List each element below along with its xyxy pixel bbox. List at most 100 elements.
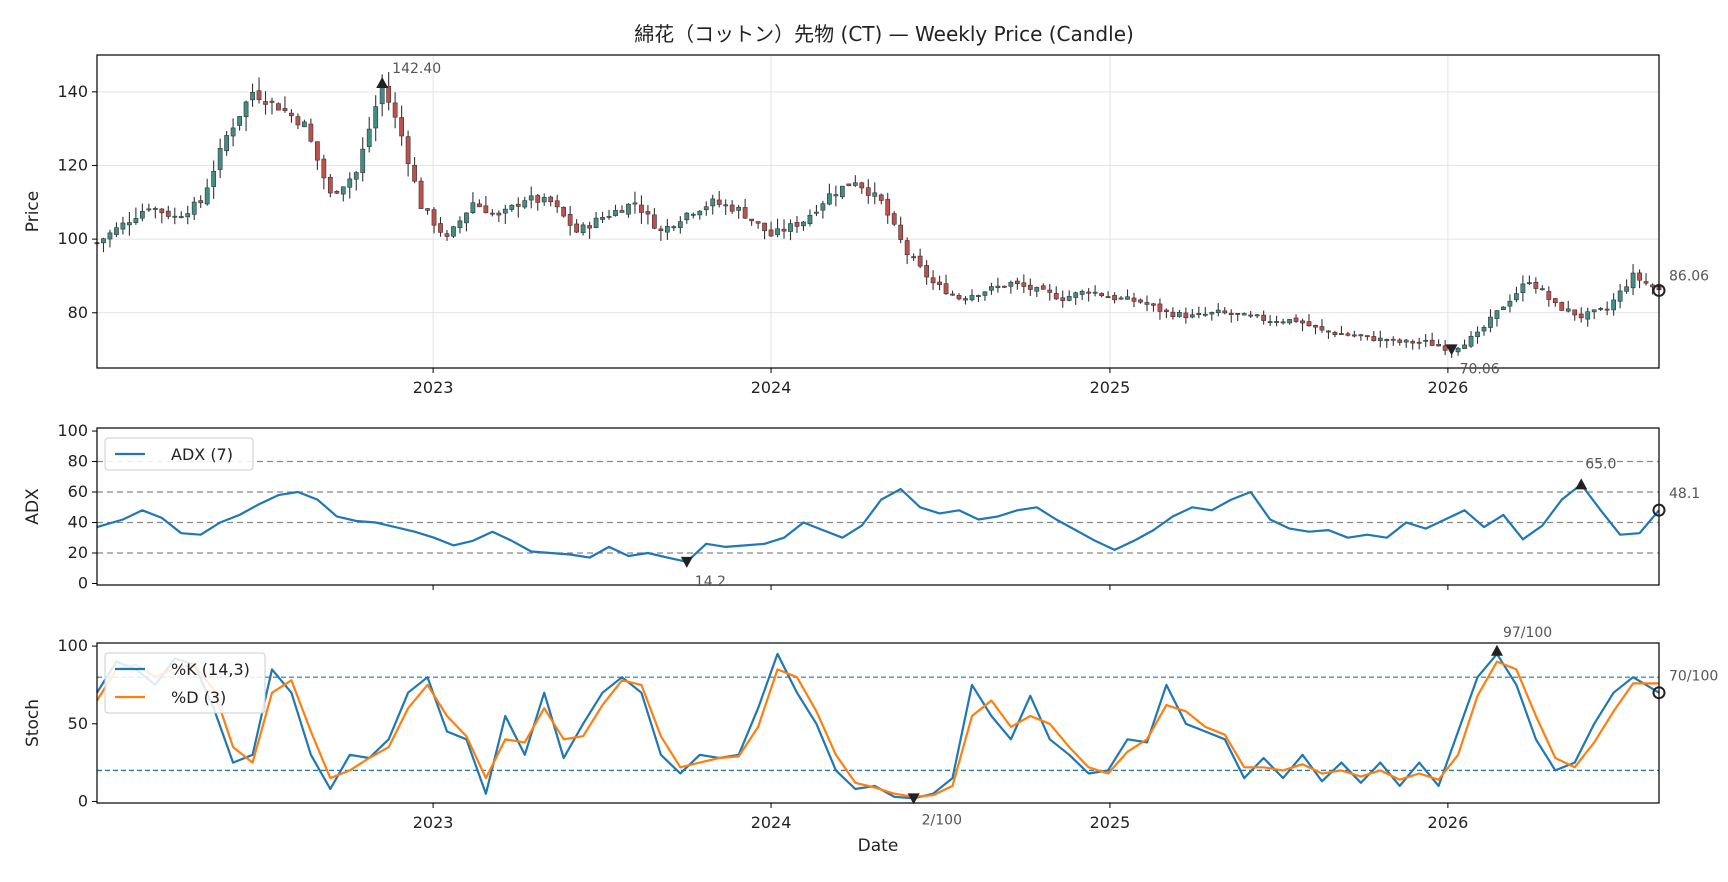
candle-up — [1073, 292, 1079, 298]
candle-up — [1475, 331, 1480, 337]
candle-up — [677, 221, 683, 228]
candle-up — [172, 215, 178, 218]
candle-up — [580, 224, 586, 234]
candle-down — [956, 295, 962, 300]
candle-down — [198, 200, 204, 204]
candle-up — [1125, 296, 1130, 300]
candle-up — [457, 220, 463, 229]
candle-down — [859, 182, 865, 189]
candle-up — [671, 226, 677, 229]
price-min-label: 70.06 — [1460, 361, 1500, 377]
candle-up — [101, 238, 106, 244]
candle-up — [1468, 335, 1474, 347]
candle-down — [438, 223, 443, 233]
candle-up — [1118, 297, 1124, 300]
candle-up — [522, 200, 528, 208]
price-min-marker — [1445, 344, 1458, 356]
candle-down — [794, 222, 800, 227]
candle-up — [152, 208, 158, 210]
candle-up — [788, 223, 793, 232]
candle-down — [282, 108, 288, 112]
candle-up — [775, 228, 780, 236]
stoch-frame — [96, 642, 1660, 804]
candle-up — [204, 187, 210, 205]
candle-down — [729, 204, 735, 212]
candle-up — [211, 171, 217, 187]
candle-up — [1241, 313, 1247, 316]
candle-down — [165, 210, 171, 217]
adx-min-marker — [680, 556, 693, 568]
candle-down — [1222, 310, 1228, 314]
candle-down — [515, 203, 521, 207]
candle-up — [340, 186, 346, 195]
candle-down — [937, 281, 942, 285]
candle-down — [878, 194, 884, 201]
stoch-max-marker — [1490, 644, 1503, 656]
candle-down — [1228, 312, 1234, 315]
candle-up — [1209, 312, 1215, 315]
candle-down — [1157, 303, 1163, 312]
candle-up — [107, 232, 113, 240]
candle-down — [1326, 330, 1331, 333]
candle-down — [1105, 296, 1111, 299]
candle-up — [373, 106, 379, 129]
candle-down — [619, 210, 625, 213]
candle-down — [1352, 334, 1357, 337]
candle-up — [736, 206, 742, 211]
candle-up — [509, 204, 515, 210]
candle-down — [898, 224, 904, 240]
candle-down — [742, 207, 748, 219]
candle-up — [133, 218, 139, 224]
candle-down — [1300, 320, 1305, 324]
candle-down — [561, 207, 567, 217]
candle-up — [839, 185, 845, 198]
candle-down — [412, 164, 417, 182]
adx-max-label: 65.0 — [1585, 456, 1616, 472]
candle-up — [801, 221, 806, 227]
candle-up — [606, 215, 612, 218]
candle-down — [1637, 272, 1642, 281]
stoch-k-line — [96, 652, 1660, 800]
candle-down — [904, 240, 910, 256]
stoch-xtick-label: 2023 — [413, 813, 454, 832]
chart-title: 綿花（コットン）先物 (CT) — Weekly Price (Candle) — [634, 22, 1134, 46]
candle-down — [645, 211, 651, 215]
candle-up — [489, 212, 495, 215]
candle-down — [1345, 333, 1351, 336]
candle-down — [554, 200, 560, 208]
candle-up — [178, 216, 184, 218]
candle-down — [1358, 334, 1364, 337]
candle-down — [1170, 311, 1176, 317]
stoch-last-label: 70/100 — [1669, 669, 1718, 685]
candle-up — [120, 222, 126, 230]
candle-up — [697, 210, 703, 216]
candle-up — [237, 116, 242, 126]
adx-min-label: 14.2 — [695, 574, 726, 590]
adx-ytick-label: 80 — [68, 452, 88, 471]
candle-up — [852, 182, 858, 186]
candle-down — [1436, 344, 1442, 347]
candle-down — [1397, 339, 1403, 343]
candle-down — [1371, 336, 1377, 341]
stoch-legend-k-label: %K (14,3) — [171, 660, 250, 679]
candle-up — [1455, 347, 1461, 353]
candle-down — [762, 222, 767, 232]
candle-up — [541, 197, 547, 203]
price-max-label: 142.40 — [392, 61, 441, 77]
candle-up — [224, 135, 230, 152]
candle-up — [827, 193, 832, 205]
candle-up — [1377, 337, 1383, 341]
candle-down — [418, 180, 424, 209]
candle-down — [1578, 313, 1584, 319]
candle-up — [353, 172, 359, 180]
candle-up — [684, 212, 690, 221]
candle-down — [392, 102, 398, 118]
candle-down — [1339, 333, 1344, 335]
candle-down — [1416, 341, 1422, 344]
candle-up — [269, 100, 275, 103]
candle-up — [1565, 308, 1571, 312]
candle-up — [600, 217, 605, 220]
candle-up — [1215, 309, 1221, 313]
